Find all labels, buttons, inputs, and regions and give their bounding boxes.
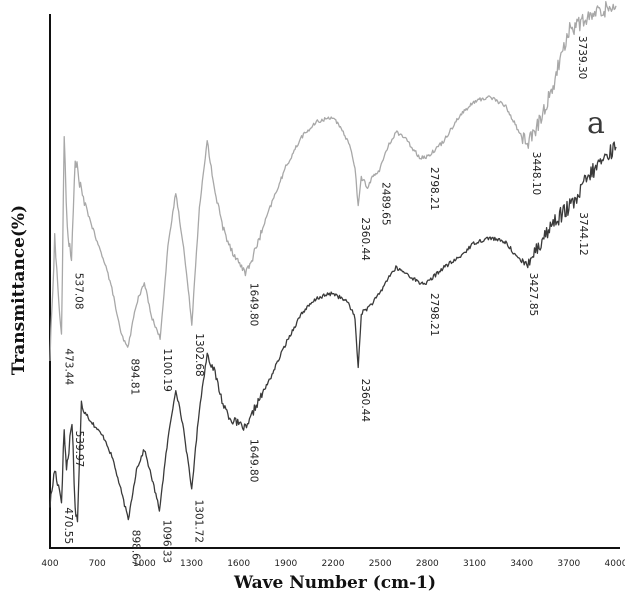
peak-label: 473.44 (63, 348, 75, 385)
peak-label: 898.67 (129, 530, 141, 567)
peak-label: 2798.21 (428, 293, 440, 336)
peak-label: 1649.80 (247, 439, 259, 482)
x-tick-label: 3100 (463, 559, 486, 569)
x-tick-label: 3700 (557, 559, 580, 569)
x-tick-label: 3400 (510, 559, 533, 569)
x-tick-label: 4000 (605, 559, 625, 569)
peak-label: 1096.33 (160, 520, 172, 563)
peak-label: 894.81 (129, 359, 141, 396)
peak-label: 2360.44 (359, 217, 371, 261)
peak-label: 2360.44 (359, 379, 371, 423)
x-tick-label: 2500 (369, 559, 392, 569)
peak-label: 2798.21 (428, 167, 440, 210)
peak-label: 3744.12 (577, 212, 589, 255)
series-line-b (49, 1, 617, 362)
peak-label: 1649.80 (247, 283, 259, 326)
peak-label: 3427.85 (527, 273, 539, 316)
peak-label: 3739.30 (576, 36, 588, 79)
peak-label: 1302.68 (193, 333, 205, 376)
x-tick-label: 2200 (322, 559, 345, 569)
x-tick-labels: 400 700 1000 1300 1600 1900 2200 2500 2800 3100 34… (41, 559, 625, 569)
x-tick-label: 1600 (227, 559, 250, 569)
y-axis-title: Transmittance(%) (9, 205, 29, 375)
x-tick-label: 1300 (180, 559, 203, 569)
peak-label: 537.08 (73, 273, 85, 310)
axes (49, 14, 620, 549)
x-tick-label: 400 (41, 559, 58, 569)
series-label-a: a (587, 106, 605, 141)
x-tick-label: 2800 (416, 559, 439, 569)
series-labels: ab (587, 106, 605, 141)
x-tick-label: 1000 (133, 559, 156, 569)
x-tick-label: 1900 (274, 559, 297, 569)
peak-label: 470.55 (62, 507, 74, 544)
peak-annotations: 473.44 537.08 894.81 1100.19 1302.68 1649.80 2… (62, 36, 589, 567)
peak-label: 1100.19 (161, 348, 173, 391)
peak-label: 539.97 (73, 431, 85, 468)
series-line-a (49, 141, 617, 523)
x-axis-title: Wave Number (cm-1) (233, 573, 436, 593)
series-layer (49, 1, 617, 523)
x-tick-label: 700 (89, 559, 106, 569)
peak-label: 1301.72 (193, 500, 205, 543)
peak-label: 3448.10 (530, 152, 542, 195)
peak-label: 2489.65 (379, 182, 391, 225)
